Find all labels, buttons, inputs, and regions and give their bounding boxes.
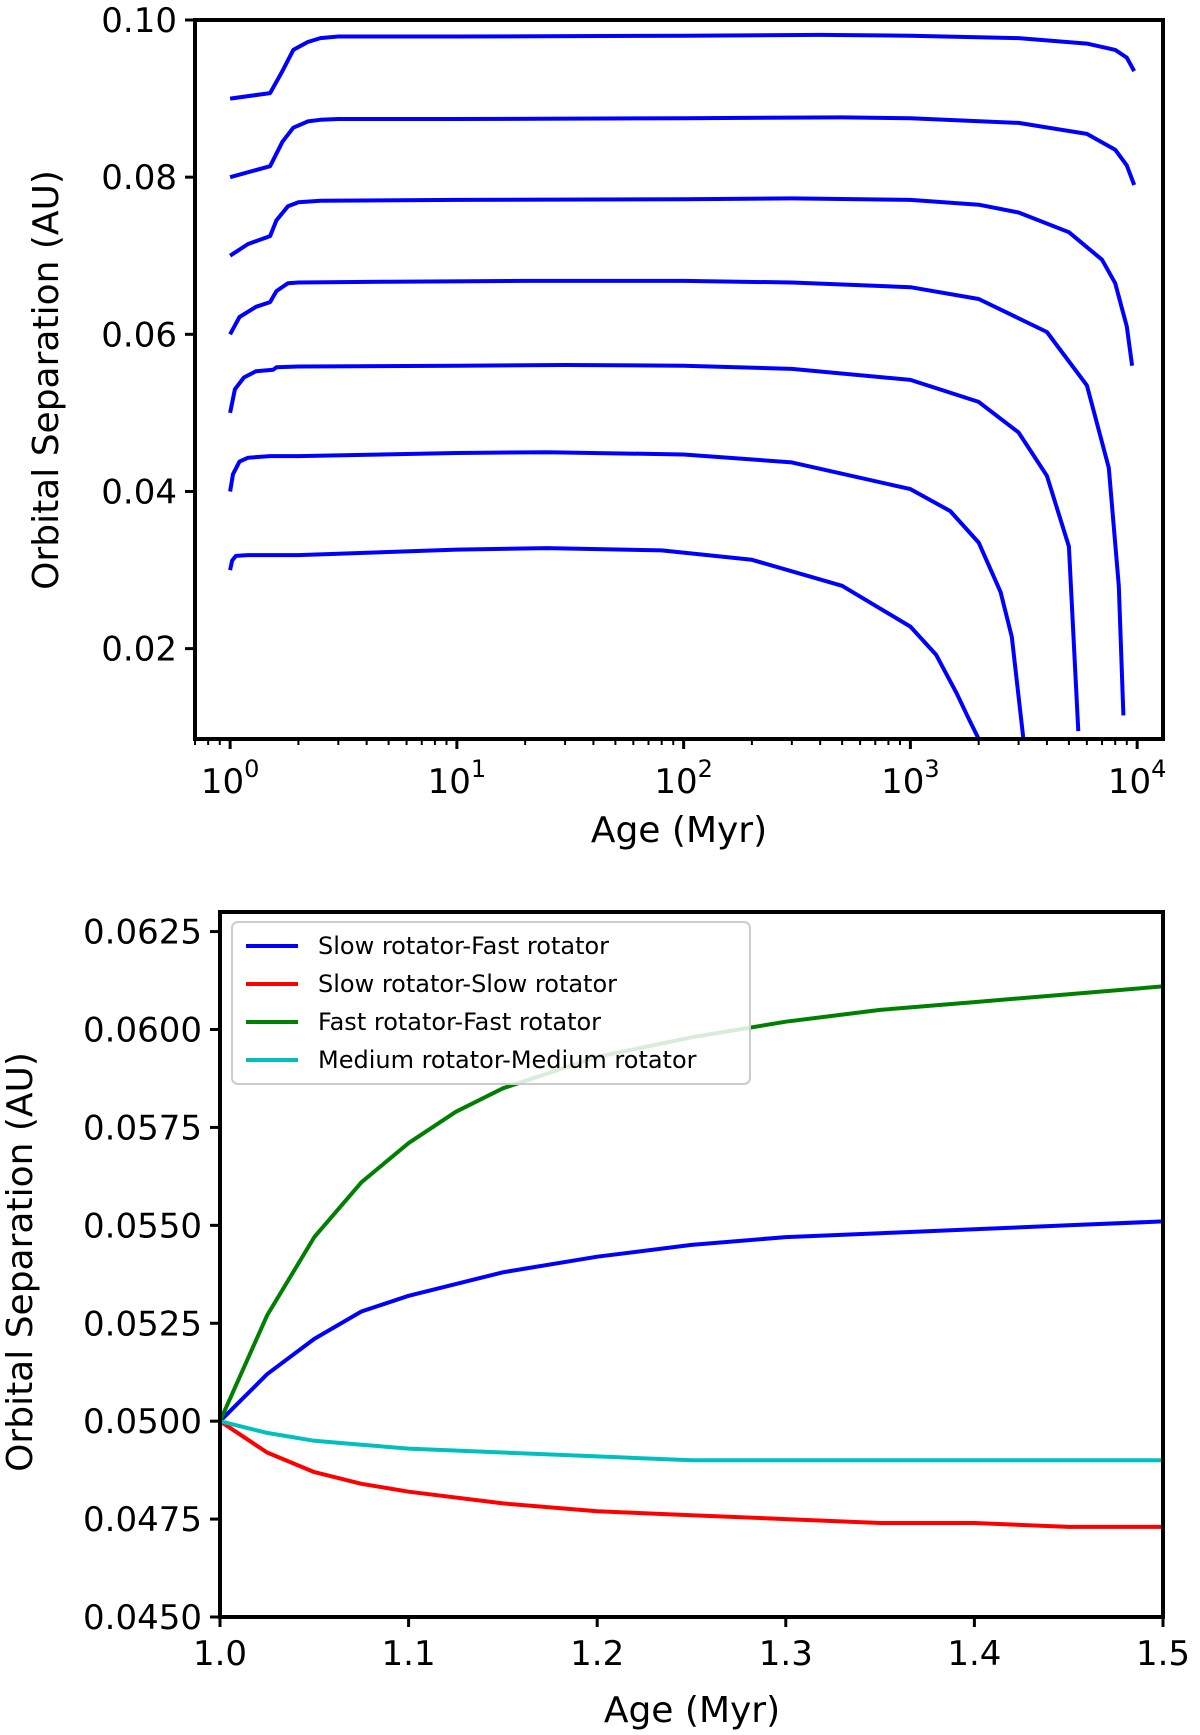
legend-label: Slow rotator-Fast rotator <box>318 932 609 960</box>
top-x-tick-exponent: 3 <box>924 755 939 783</box>
top-x-tick-label: 101 <box>428 755 487 802</box>
top-series-line-4 <box>228 278 1126 716</box>
top-x-tick-label: 102 <box>654 755 713 802</box>
bottom-y-tick-label: 0.0625 <box>83 913 202 953</box>
top-y-tick-label: 0.04 <box>101 472 177 512</box>
top-y-tick-label: 0.02 <box>101 630 177 670</box>
top-series-line-6 <box>228 450 1026 740</box>
bottom-x-axis-label: Age (Myr) <box>604 1690 780 1731</box>
top-series-line-1 <box>229 32 1136 101</box>
legend-label: Medium rotator-Medium rotator <box>318 1046 697 1074</box>
bottom-plot-frame <box>218 910 1165 1619</box>
bottom-y-tick-label: 0.0475 <box>83 1500 202 1540</box>
top-x-tick-base: 10 <box>428 762 471 802</box>
legend-label: Fast rotator-Fast rotator <box>318 1008 601 1036</box>
bottom-x-tick-label: 1.0 <box>193 1634 247 1674</box>
top-x-tick-exponent: 2 <box>698 755 713 783</box>
bottom-y-tick-label: 0.0600 <box>83 1011 202 1051</box>
top-x-tick-label: 100 <box>201 755 260 802</box>
bottom-x-tick-label: 1.5 <box>1136 1634 1190 1674</box>
bottom-y-tick-label: 0.0450 <box>83 1598 202 1638</box>
top-series-line-2 <box>229 115 1137 186</box>
bottom-y-axis-label: Orbital Separation (AU) <box>0 1052 41 1472</box>
bottom-x-tick-label: 1.4 <box>947 1634 1001 1674</box>
bottom-x-tick-label: 1.3 <box>759 1634 813 1674</box>
top-series-line-5 <box>228 363 1081 732</box>
top-x-tick-exponent: 1 <box>471 755 486 783</box>
top-x-tick-base: 10 <box>1108 762 1151 802</box>
legend-label: Slow rotator-Slow rotator <box>318 970 617 998</box>
top-series-line-7 <box>228 546 981 740</box>
top-y-tick-label: 0.08 <box>101 158 177 198</box>
top-x-tick-base: 10 <box>654 762 697 802</box>
legend-frame <box>231 921 751 1085</box>
bottom-x-tick-label: 1.2 <box>570 1634 624 1674</box>
top-x-tick-label: 104 <box>1108 755 1167 802</box>
top-y-tick-label: 0.10 <box>101 1 177 41</box>
bottom-y-tick-label: 0.0550 <box>83 1206 202 1246</box>
bottom-y-tick-label: 0.0575 <box>83 1108 202 1148</box>
bottom-series-line-2 <box>218 1419 1163 1529</box>
top-x-tick-exponent: 4 <box>1151 755 1166 783</box>
top-x-tick-base: 10 <box>201 762 244 802</box>
bottom-x-tick-label: 1.1 <box>382 1634 436 1674</box>
top-y-tick-label: 0.06 <box>101 315 177 355</box>
top-x-tick-base: 10 <box>881 762 924 802</box>
top-x-tick-label: 103 <box>881 755 940 802</box>
bottom-series-line-4 <box>219 1419 1163 1463</box>
legend: Slow rotator-Fast rotator Slow rotator-Sl… <box>231 921 751 1085</box>
bottom-y-tick-label: 0.0500 <box>83 1402 202 1442</box>
top-y-axis-label: Orbital Separation (AU) <box>26 170 67 590</box>
top-x-axis-label: Age (Myr) <box>591 810 767 851</box>
top-x-tick-exponent: 0 <box>244 755 259 783</box>
top-series-line-3 <box>229 196 1135 366</box>
bottom-y-tick-label: 0.0525 <box>83 1304 202 1344</box>
top-plot-frame <box>193 18 1165 741</box>
bottom-series-line-1 <box>218 1219 1164 1423</box>
top-series-group <box>228 32 1137 740</box>
bottom-chart: 1.0 1.1 1.2 1.3 1.4 1.5 0.0450 0.0475 0.0500 0.05… <box>0 910 1190 1731</box>
bottom-ticks-group: 1.0 1.1 1.2 1.3 1.4 1.5 0.0450 0.0475 0.0500 0.05… <box>83 913 1190 1674</box>
